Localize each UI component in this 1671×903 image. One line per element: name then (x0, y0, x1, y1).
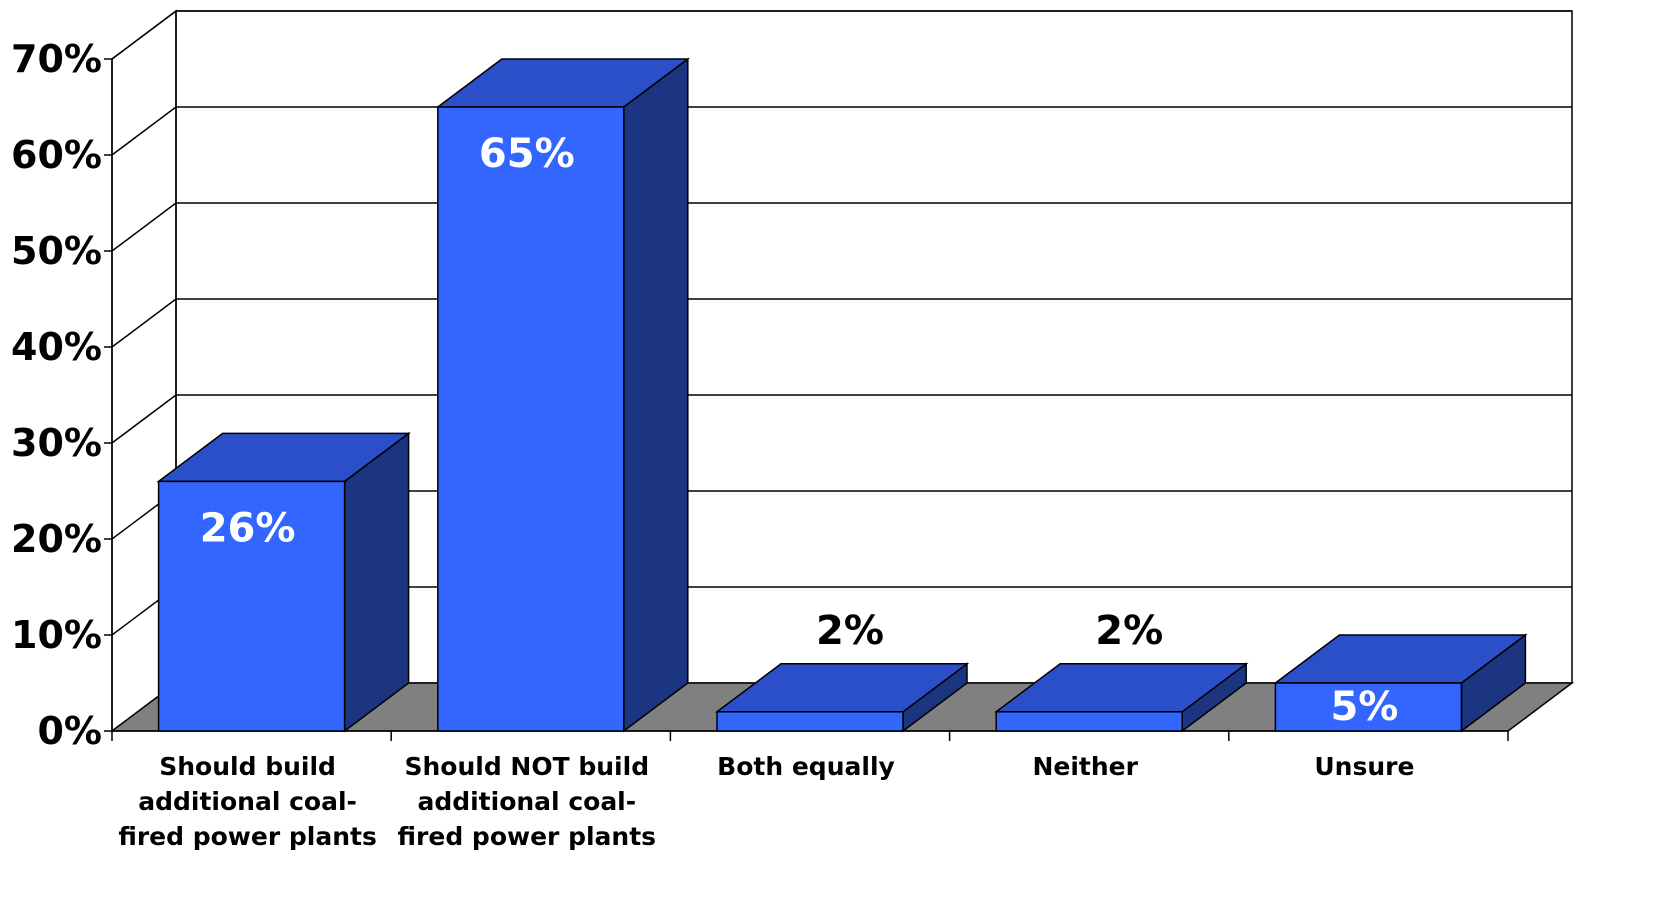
x-tick-label-line: Unsure (1314, 752, 1414, 781)
x-tick-label-4: Unsure (1314, 752, 1414, 781)
bar-side-1 (623, 57, 689, 733)
y-tick-label-7: 70% (11, 37, 102, 81)
gridline-side-7 (111, 10, 177, 60)
data-label-1: 65% (479, 131, 575, 177)
axes: 0% 10% 20% 30% 40% 50% 60% 70% (11, 37, 1509, 753)
y-tick-label-6: 60% (11, 133, 102, 177)
y-tick-label-4: 40% (11, 325, 102, 369)
x-tick-label-line: Neither (1032, 752, 1138, 781)
bar-front-1 (437, 106, 625, 732)
data-label-2: 2% (816, 608, 884, 654)
bar-2 (714, 662, 970, 733)
bar-0 (156, 431, 411, 733)
bar-front-3 (995, 711, 1183, 732)
bar-1 (435, 57, 691, 733)
data-label-0: 26% (200, 505, 296, 551)
y-tick-label-3: 30% (11, 421, 102, 465)
gridline-side-6 (111, 106, 177, 156)
gridline-side-3 (111, 394, 177, 444)
bar-side-0 (343, 431, 410, 733)
x-tick-label-line: additional coal- (138, 787, 357, 816)
x-tick-label-line: Should NOT build (404, 752, 649, 781)
x-tick-label-line: additional coal- (417, 787, 636, 816)
x-tick-label-0: Should build additional coal-fired power … (118, 752, 377, 851)
y-tick-label-0: 0% (37, 709, 102, 753)
x-tick-label-line: fired power plants (118, 822, 377, 851)
x-tick-label-line: Both equally (717, 752, 895, 781)
bar-front-4 (1274, 682, 1463, 732)
bar-3 (993, 662, 1249, 733)
x-tick-label-2: Both equally (717, 752, 895, 781)
x-tick-label-3: Neither (1032, 752, 1138, 781)
x-tick-label-line: Should build (159, 752, 336, 781)
bar-front-2 (716, 711, 904, 732)
gridline-side-5 (111, 202, 177, 252)
bar-4 (1273, 633, 1528, 733)
x-tick-label-line: fired power plants (398, 822, 657, 851)
x-tick-label-1: Should NOT build additional coal-fired po… (398, 752, 657, 851)
bars (156, 57, 1528, 733)
y-tick-label-5: 50% (11, 229, 102, 273)
data-label-4: 5% (1330, 684, 1398, 730)
bar-front-0 (157, 480, 346, 732)
y-tick-label-2: 20% (11, 517, 102, 561)
labels: 26% 65% 2% 2% 5% Should build additional coal-… (118, 131, 1414, 851)
gridline-side-4 (111, 298, 177, 348)
data-label-3: 2% (1095, 608, 1163, 654)
y-tick-label-1: 10% (11, 613, 102, 657)
